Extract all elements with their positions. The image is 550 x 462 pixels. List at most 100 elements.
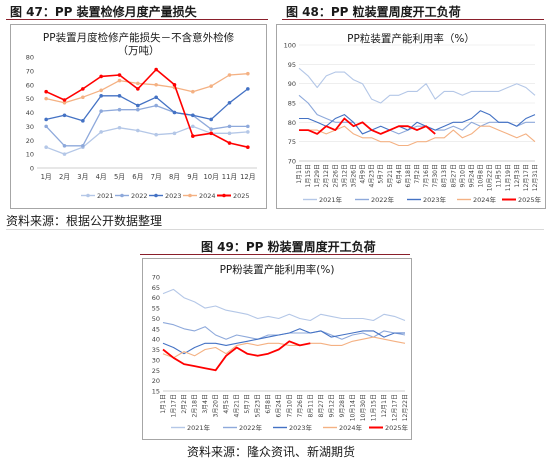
y-tick-label: 15 xyxy=(152,388,160,396)
powder-utilization-chart: PP粉装置产能利用率(%) 15 20 25 30 35 40 45 50 55 60 65 70 1月1… xyxy=(152,263,409,432)
series-line-2025年 xyxy=(299,117,436,135)
x-tick-label: 4月9日 xyxy=(360,164,367,184)
x-tick-label: 12月22日 xyxy=(402,394,409,421)
data-point xyxy=(172,131,177,136)
x-tick-label: 12月 xyxy=(240,173,255,181)
x-tick-label: 2月2日 xyxy=(181,394,188,414)
data-point xyxy=(44,124,48,129)
chart-panel-fig49: PP粉装置产能利用率(%) 15 20 25 30 35 40 45 50 55 60 65 70 1月1… xyxy=(142,258,412,440)
x-tick-label: 1月1日 xyxy=(160,394,167,414)
figure-49-heading: 图 49：PP 粉装置周度开工负荷 xyxy=(201,240,376,254)
data-point xyxy=(154,103,158,108)
x-tick-label: 5月21日 xyxy=(387,164,394,187)
x-tick-label: 5月23日 xyxy=(255,394,262,417)
data-point xyxy=(246,130,250,134)
data-point xyxy=(172,82,177,87)
legend-label: 2024年 xyxy=(339,423,363,432)
data-point xyxy=(99,130,103,134)
data-point xyxy=(99,109,103,113)
x-tick-label: 10月30日 xyxy=(360,394,367,421)
data-point xyxy=(191,134,195,138)
data-point xyxy=(62,113,67,118)
x-tick-label: 6月18日 xyxy=(405,164,412,187)
legend-marker xyxy=(154,193,158,198)
data-point xyxy=(99,74,103,79)
pellet-utilization-chart: PP粒装置产能利用率（%） 70 75 80 85 90 95 100 1月1日 1月15日 1月2… xyxy=(284,32,542,204)
series-line-2023年 xyxy=(162,328,405,355)
y-tick-label: 85 xyxy=(288,100,296,108)
source-rule-top xyxy=(6,229,544,230)
data-point xyxy=(227,124,232,129)
heading-rule-right xyxy=(282,19,544,20)
x-tick-label: 6月24日 xyxy=(276,394,283,417)
data-point xyxy=(191,89,195,94)
x-tick-label: 9月10日 xyxy=(459,164,466,187)
data-point xyxy=(209,127,213,131)
data-point xyxy=(154,132,158,137)
data-point xyxy=(62,144,67,148)
data-point xyxy=(246,71,250,76)
x-tick-label: 11月5日 xyxy=(496,164,503,187)
x-tick-label: 12月1日 xyxy=(381,394,388,417)
y-tick-label: 25 xyxy=(152,367,160,375)
series-line-2022 xyxy=(45,104,248,147)
x-tick-label: 7月30日 xyxy=(432,164,439,187)
legend-marker xyxy=(86,193,90,198)
x-tick-label: 12月17日 xyxy=(523,164,530,191)
data-point xyxy=(191,113,195,118)
x-tick-label: 7月 xyxy=(151,173,162,181)
data-point xyxy=(154,67,158,72)
x-tick-label: 11月19日 xyxy=(505,164,512,191)
x-tick-label: 7月16日 xyxy=(423,164,430,187)
x-tick-label: 6月8日 xyxy=(265,394,272,414)
data-point xyxy=(62,100,67,105)
y-tick-label: 100 xyxy=(284,42,296,50)
chart-title: PP装置月度检修产能损失－不含意外检修 xyxy=(43,31,235,44)
data-point xyxy=(136,87,140,91)
y-tick-label: 70 xyxy=(152,274,160,282)
data-point xyxy=(227,73,232,77)
legend-marker xyxy=(120,193,124,198)
y-tick-label: 70 xyxy=(288,158,296,166)
data-point xyxy=(209,117,213,122)
legend-label: 2021年 xyxy=(187,423,211,432)
x-tick-label: 2月26日 xyxy=(332,164,339,187)
x-tick-label: 12月31日 xyxy=(532,164,539,191)
legend-label: 2023年 xyxy=(423,195,447,204)
x-tick-label: 10月14日 xyxy=(349,394,356,421)
series-line-2024 xyxy=(46,73,248,104)
x-tick-label: 8月 xyxy=(169,173,180,181)
x-tick-label: 6月 xyxy=(132,173,143,181)
data-point xyxy=(81,87,85,91)
y-tick-label: 40 xyxy=(152,336,160,344)
x-tick-label: 8月13日 xyxy=(441,164,448,187)
data-point xyxy=(227,100,232,105)
data-point xyxy=(44,96,48,101)
series-line-2022年 xyxy=(298,94,535,135)
y-tick-label: 75 xyxy=(288,138,296,146)
y-tick-label: 80 xyxy=(288,119,296,127)
data-point xyxy=(209,131,213,136)
data-point xyxy=(136,103,140,108)
data-point xyxy=(44,89,48,94)
x-tick-label: 8月27日 xyxy=(450,164,457,187)
y-tick-label: 10 xyxy=(26,151,34,159)
x-tick-label: 2月12日 xyxy=(323,164,330,187)
x-tick-label: 4月21日 xyxy=(234,394,241,417)
x-tick-label: 3月26日 xyxy=(350,164,357,187)
series-line-2021年 xyxy=(162,288,406,322)
heading-rule-left xyxy=(6,19,268,20)
data-point xyxy=(62,152,67,156)
legend-label: 2021 xyxy=(97,192,114,200)
legend-label: 2022年 xyxy=(239,423,263,432)
data-point xyxy=(246,87,250,91)
series-line-2021 xyxy=(45,125,248,155)
chart-panel-fig47: PP装置月度检修产能损失－不含意外检修 （万吨） 0 10 20 30 40 50 60 70 80… xyxy=(10,24,267,209)
y-tick-label: 60 xyxy=(152,294,160,302)
data-point xyxy=(154,95,158,100)
data-point xyxy=(227,131,232,136)
x-tick-label: 8月27日 xyxy=(318,394,325,417)
source-note-bottom: 资料来源：隆众资讯、新湖期货 xyxy=(187,445,356,459)
figure-47-heading: 图 47：PP 装置检修月度产量损失 xyxy=(10,5,197,19)
y-tick-label: 30 xyxy=(152,356,160,364)
